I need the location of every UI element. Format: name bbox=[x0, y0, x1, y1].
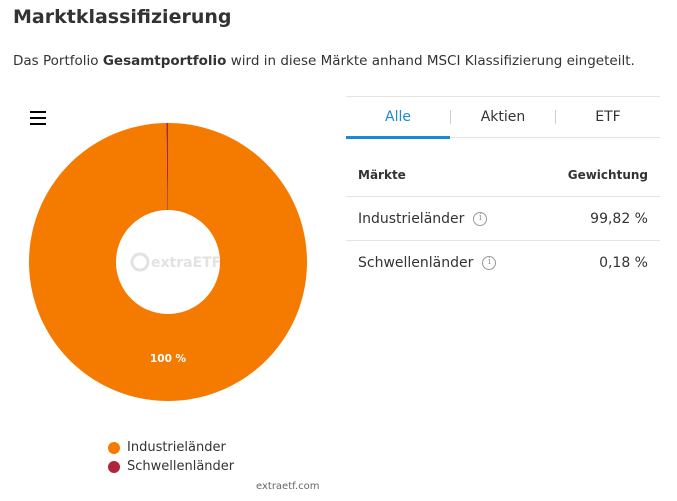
market-name: Schwellenländer bbox=[358, 254, 474, 271]
markets-table: Märkte Gewichtung Industrieländer i 99,8… bbox=[346, 154, 660, 284]
watermark-text: extraETF bbox=[151, 255, 221, 271]
legend-item-schwellenlaender[interactable]: Schwellenländer bbox=[108, 457, 234, 476]
tab-bar: Alle Aktien ETF bbox=[346, 96, 660, 139]
info-icon[interactable]: i bbox=[473, 211, 488, 226]
donut-slice-schwellenlaender[interactable] bbox=[166, 123, 168, 211]
portfolio-name: Gesamtportfolio bbox=[102, 53, 227, 69]
chart-credit[interactable]: extraetf.com bbox=[256, 481, 320, 492]
weight-value: 99,82 % bbox=[590, 210, 648, 227]
tab-aktien[interactable]: Aktien bbox=[480, 109, 526, 125]
legend-label-schwellenlaender: Schwellenländer bbox=[127, 459, 235, 474]
page-subtitle: Das Portfolio Gesamtportfolio wird in di… bbox=[13, 53, 635, 69]
table-row: Schwellenländer i 0,18 % bbox=[346, 241, 660, 284]
tab-divider bbox=[555, 110, 556, 124]
donut-slice-industrielaender[interactable] bbox=[28, 123, 307, 401]
column-header-weight: Gewichtung bbox=[567, 168, 648, 182]
donut-chart: extraETF 100 % bbox=[28, 123, 307, 401]
legend-label-industrielaender: Industrieländer bbox=[127, 440, 226, 455]
chart-legend: Industrieländer Schwellenländer bbox=[108, 438, 234, 476]
tab-etf[interactable]: ETF bbox=[595, 109, 621, 125]
subtitle-suffix: wird in diese Märkte anhand MSCI Klassif… bbox=[226, 53, 635, 69]
market-cell: Industrieländer i bbox=[358, 210, 488, 227]
table-row: Industrieländer i 99,82 % bbox=[346, 197, 660, 241]
column-header-market: Märkte bbox=[358, 168, 406, 182]
table-header: Märkte Gewichtung bbox=[346, 154, 660, 197]
market-name: Industrieländer bbox=[358, 210, 465, 227]
legend-dot-industrielaender bbox=[108, 441, 120, 454]
market-cell: Schwellenländer i bbox=[358, 254, 497, 271]
extraetf-watermark-logo: extraETF bbox=[130, 252, 221, 272]
legend-item-industrielaender[interactable]: Industrieländer bbox=[108, 438, 234, 457]
slice-data-label: 100 % bbox=[150, 353, 187, 365]
tab-divider bbox=[450, 110, 451, 124]
info-icon[interactable]: i bbox=[482, 255, 497, 270]
weight-value: 0,18 % bbox=[599, 254, 648, 271]
tab-alle[interactable]: Alle bbox=[346, 97, 450, 139]
page-title: Marktklassifizierung bbox=[13, 6, 232, 28]
subtitle-prefix: Das Portfolio bbox=[13, 53, 103, 69]
legend-dot-schwellenlaender bbox=[108, 460, 120, 473]
hamburger-menu-icon[interactable] bbox=[28, 108, 50, 128]
